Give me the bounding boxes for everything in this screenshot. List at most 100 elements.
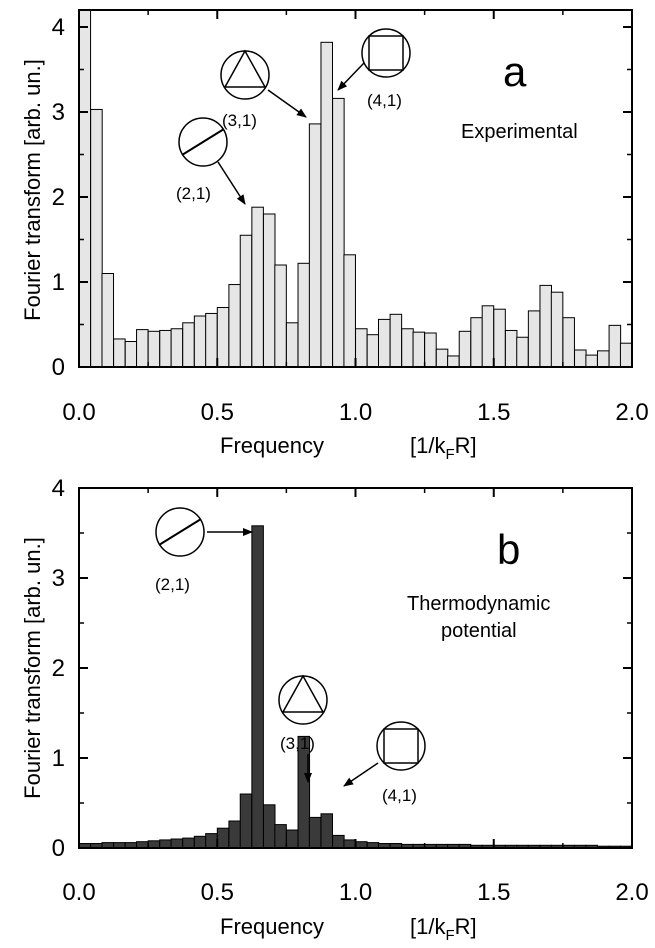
circle-triangle-icon — [278, 674, 328, 725]
bar — [239, 234, 253, 368]
bar — [332, 834, 345, 849]
circle-square-icon — [361, 28, 411, 78]
peak-label-4-1: (4,1) — [382, 786, 417, 805]
y-tick-label: 1 — [52, 745, 65, 772]
bar — [251, 206, 264, 368]
bar — [516, 336, 529, 368]
bar — [216, 827, 230, 849]
bar — [170, 838, 184, 849]
panel-b-annotation-line-2: potential — [441, 620, 517, 642]
peak-label-2-1: (2,1) — [176, 184, 211, 203]
bar — [228, 284, 241, 368]
bar — [216, 307, 230, 368]
panel-b-ticks — [78, 487, 633, 849]
bar — [619, 342, 633, 368]
bar — [320, 41, 334, 368]
bar — [424, 332, 437, 368]
bar — [170, 328, 184, 368]
peak-label-3-1: (3,1) — [280, 734, 315, 753]
bar — [320, 813, 334, 849]
panel-a-annotation: Experimental — [461, 121, 578, 143]
bar — [285, 829, 299, 849]
bar — [101, 273, 115, 368]
panel-b-y-tick-labels: 0 1 2 3 4 — [52, 475, 65, 862]
bar — [113, 338, 126, 368]
bar — [205, 833, 218, 849]
x-tick-label: 0.5 — [201, 399, 234, 426]
bar — [562, 317, 575, 368]
bar — [239, 793, 253, 849]
panel-a-x-axis-unit: [1/kFR] — [410, 433, 477, 463]
bar — [504, 329, 518, 368]
x-tick-label: 1.0 — [339, 879, 372, 906]
bar — [608, 324, 622, 368]
bar — [596, 350, 610, 368]
bar — [251, 525, 264, 849]
panel-b-letter: b — [497, 526, 520, 573]
panel-b-y-axis-title: Fourier transform [arb. un.] — [20, 537, 45, 799]
bar — [159, 839, 172, 849]
bar — [355, 328, 368, 368]
bar — [527, 310, 541, 368]
bar — [159, 329, 172, 368]
bar — [574, 349, 587, 368]
bar — [481, 305, 495, 368]
bar — [493, 308, 506, 368]
panel-a-ticks — [78, 10, 633, 368]
panel-b-x-tick-labels: 0.0 0.5 1.0 1.5 2.0 — [62, 879, 648, 906]
circle-square-icon — [376, 721, 426, 771]
bar — [205, 312, 218, 368]
bar — [585, 354, 598, 368]
bar — [285, 322, 299, 368]
y-tick-label: 1 — [52, 269, 65, 296]
panel-a-bars — [78, 9, 633, 368]
bar — [308, 816, 322, 849]
panel-b-x-axis-unit: [1/kFR] — [410, 914, 477, 944]
bar — [447, 355, 460, 368]
bar — [470, 317, 483, 368]
x-tick-label: 1.5 — [477, 879, 510, 906]
panel-a-y-axis-title: Fourier transform [arb. un.] — [20, 59, 45, 321]
peak-label-2-1: (2,1) — [155, 575, 190, 594]
y-tick-label: 0 — [52, 354, 65, 381]
y-tick-label: 2 — [52, 184, 65, 211]
bar — [147, 330, 161, 368]
bar — [228, 820, 241, 849]
bar — [550, 291, 564, 368]
bar — [343, 839, 356, 849]
bar — [401, 328, 414, 368]
bar — [147, 840, 161, 849]
bar — [274, 824, 287, 849]
x-tick-label: 2.0 — [615, 879, 648, 906]
bar — [297, 262, 311, 368]
bar — [308, 123, 322, 368]
arrow-4-1 — [337, 62, 365, 91]
bar — [435, 348, 449, 368]
panel-b-x-axis-title: Frequency — [220, 914, 324, 939]
panel-a-y-tick-labels: 0 1 2 3 4 — [52, 14, 65, 381]
bar — [262, 213, 276, 368]
bar — [274, 264, 287, 368]
arrow-3-1 — [267, 89, 307, 118]
bar — [136, 329, 149, 368]
x-tick-label: 1.5 — [477, 399, 510, 426]
arrow-4-1 — [343, 762, 379, 787]
bar — [182, 322, 195, 368]
circle-line-icon — [155, 507, 205, 557]
x-tick-label: 0.0 — [62, 879, 95, 906]
panel-a-x-axis-title: Frequency — [220, 433, 324, 458]
y-tick-label: 0 — [52, 835, 65, 862]
bar — [90, 108, 103, 368]
bar — [78, 9, 92, 368]
y-tick-label: 3 — [52, 99, 65, 126]
peak-label-4-1: (4,1) — [367, 91, 402, 110]
bar — [412, 331, 426, 368]
bar — [124, 341, 138, 368]
panel-a-letter: a — [503, 48, 527, 95]
circle-line-icon — [178, 117, 228, 167]
bar — [343, 254, 356, 368]
bar — [297, 735, 311, 849]
